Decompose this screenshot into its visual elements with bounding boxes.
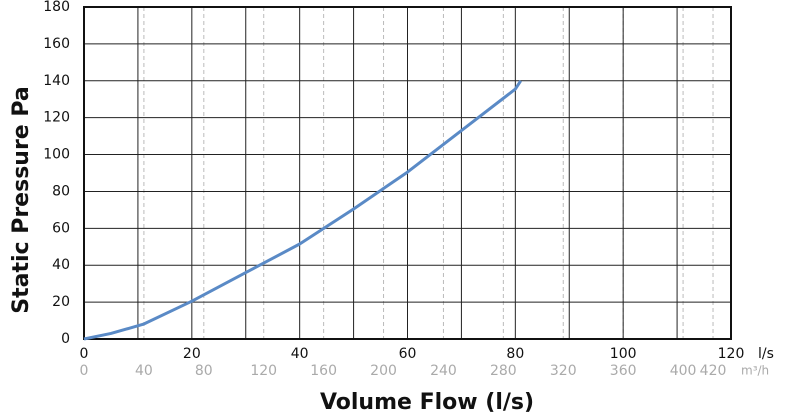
y-tick-label: 0 xyxy=(61,331,70,347)
x-tick-label: 20 xyxy=(183,346,201,362)
x2-tick-label: 80 xyxy=(195,363,213,379)
data-line xyxy=(83,79,522,341)
x-tick-label: 100 xyxy=(610,346,637,362)
x2-tick-label: 0 xyxy=(80,363,89,379)
x-tick-label: 80 xyxy=(506,346,524,362)
y-tick-label: 100 xyxy=(43,147,70,163)
y-tick-label: 60 xyxy=(52,220,70,236)
x2-tick-label: 120 xyxy=(250,363,277,379)
x-tick-label: 60 xyxy=(399,346,417,362)
y-axis-title: Static Pressure Pa xyxy=(9,86,34,314)
y-tick-label: 80 xyxy=(52,183,70,199)
x2-tick-label: 320 xyxy=(550,363,577,379)
x-tick-label: 0 xyxy=(80,346,89,362)
x2-tick-label: 400 xyxy=(670,363,697,379)
x2-tick-label: 420 xyxy=(700,363,727,379)
x2-tick-label: 360 xyxy=(610,363,637,379)
x2-unit: m³/h xyxy=(741,364,769,378)
x-tick-label: 40 xyxy=(291,346,309,362)
x2-tick-label: 200 xyxy=(370,363,397,379)
y-tick-label: 160 xyxy=(43,36,70,52)
x-tick-label: 120 xyxy=(718,346,745,362)
x-axis-title: Volume Flow (l/s) xyxy=(320,390,534,415)
x2-tick-label: 40 xyxy=(135,363,153,379)
plot-frame xyxy=(83,6,732,340)
x2-tick-label: 240 xyxy=(430,363,457,379)
y-tick-label: 180 xyxy=(43,0,70,15)
y-tick-label: 20 xyxy=(52,294,70,310)
y-tick-label: 40 xyxy=(52,257,70,273)
x2-tick-label: 160 xyxy=(310,363,337,379)
x-unit: l/s xyxy=(758,346,774,362)
y-tick-label: 120 xyxy=(43,110,70,126)
x2-tick-label: 280 xyxy=(490,363,517,379)
y-tick-label: 140 xyxy=(43,73,70,89)
